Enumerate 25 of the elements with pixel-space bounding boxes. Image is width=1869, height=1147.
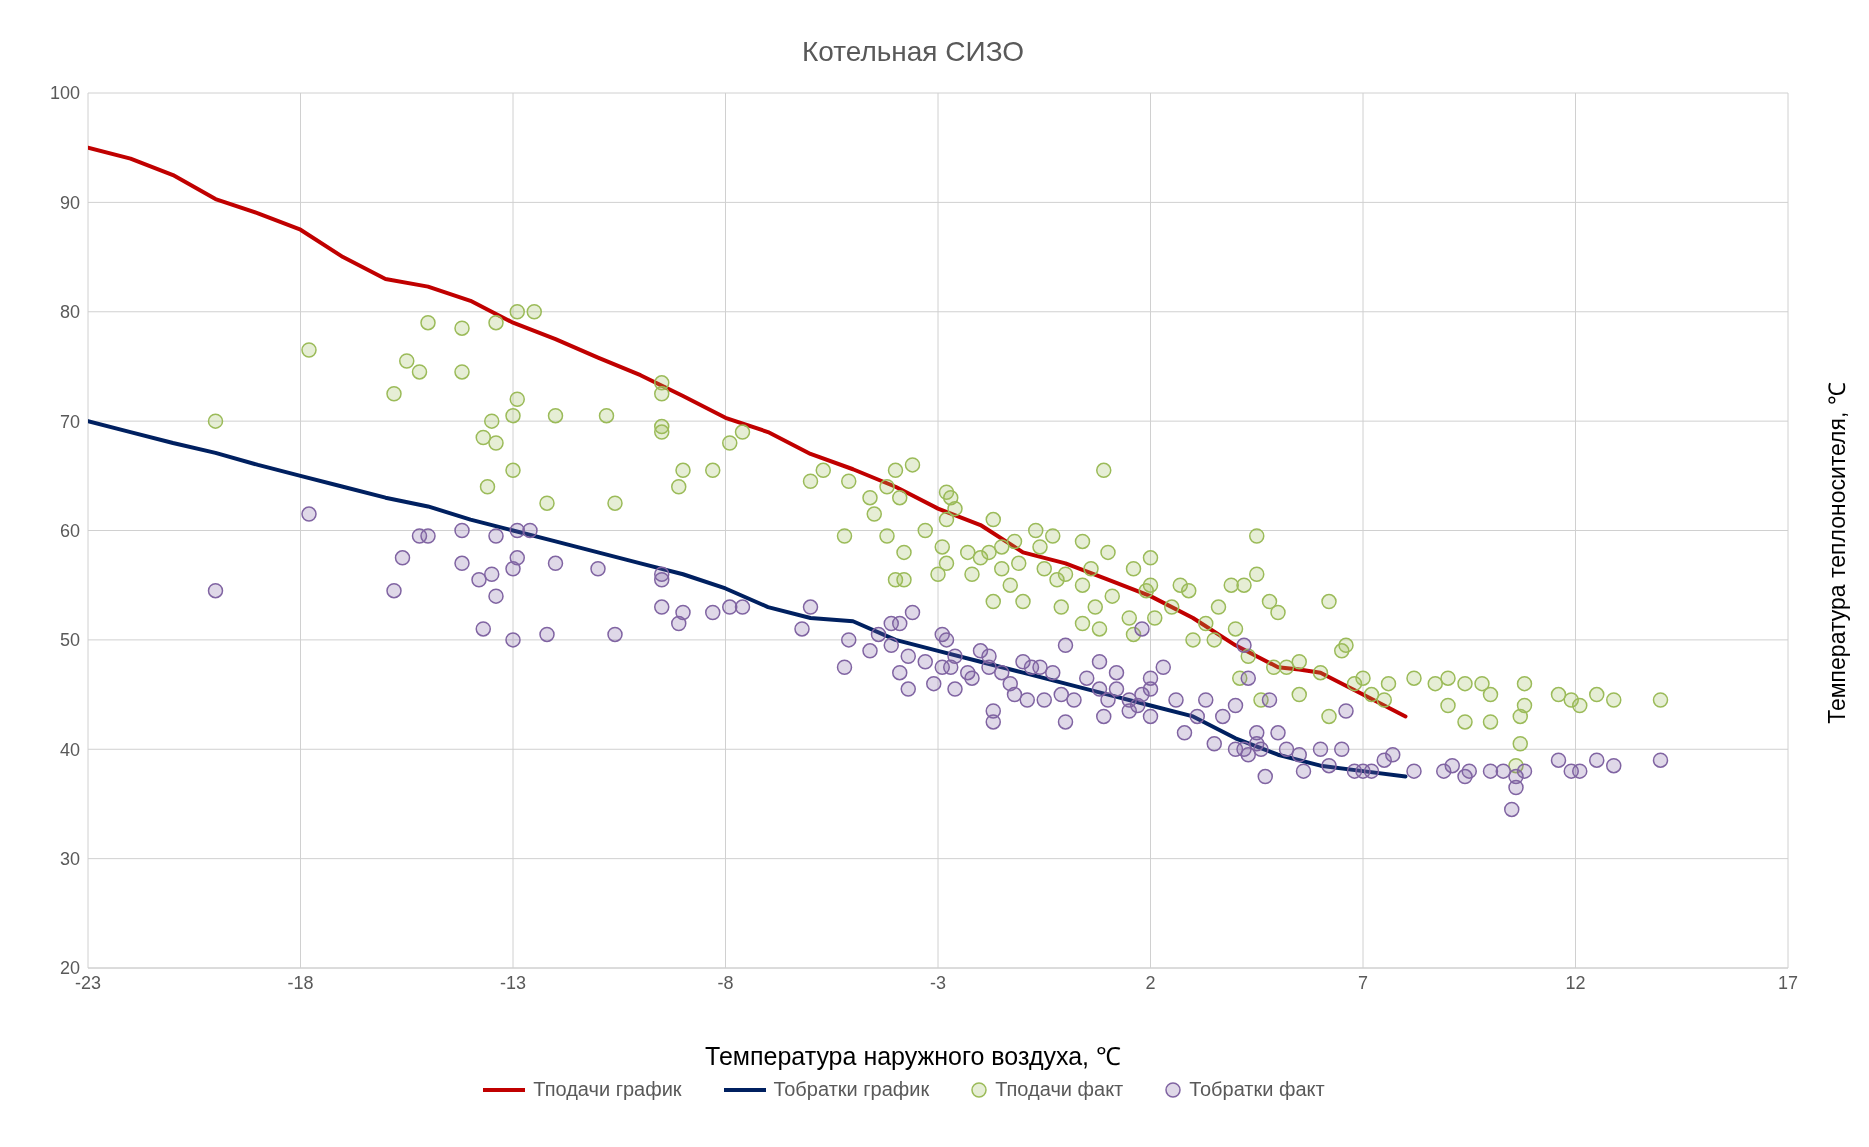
x-tick-label: -13 [499, 972, 527, 993]
y-tick-label: 60 [59, 520, 80, 541]
line-series [88, 145, 1408, 719]
y-tick-label: 90 [59, 192, 80, 213]
x-tick-label: -18 [287, 972, 314, 993]
x-tick-label: 2 [1145, 972, 1156, 993]
x-axis-title: Температура наружного воздуха, ℃ [704, 1041, 1122, 1072]
x-tick-label: 7 [1357, 972, 1369, 993]
y-tick-label: 20 [59, 958, 80, 979]
x-tick-label: -8 [717, 972, 734, 993]
legend-label: Тобратки график [772, 1078, 930, 1101]
x-tick-label: 17 [1777, 972, 1799, 993]
x-tick-label: 12 [1565, 972, 1586, 993]
x-tick-label: -3 [929, 972, 947, 993]
legend-label: Тподачи график [532, 1078, 682, 1101]
y-tick-label: 50 [59, 630, 80, 651]
chart-title: Котельная СИЗО [800, 36, 1025, 68]
y-tick-label: 70 [59, 411, 80, 432]
y-axis-title: Температура теплоносителя, ℃ [1823, 382, 1851, 724]
y-tick-label: 80 [59, 302, 80, 323]
y-tick-label: 30 [59, 849, 80, 870]
legend-label: Тподачи факт [994, 1078, 1124, 1101]
legend-label: Тобратки факт [1188, 1078, 1325, 1101]
y-tick-label: 100 [49, 83, 80, 104]
y-tick-label: 40 [59, 739, 80, 760]
